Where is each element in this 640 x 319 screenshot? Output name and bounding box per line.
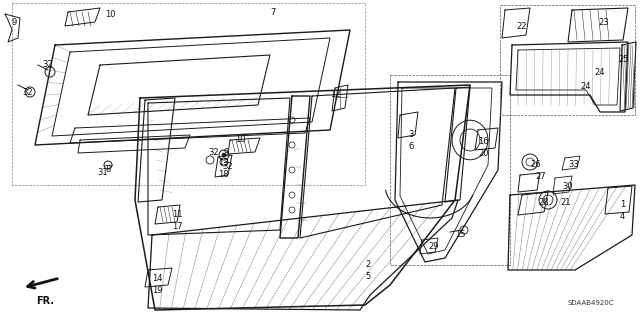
Text: 28: 28	[538, 198, 548, 207]
Text: 11: 11	[172, 210, 182, 219]
Text: 23: 23	[598, 18, 609, 27]
Text: 5: 5	[365, 272, 371, 281]
Text: 33: 33	[568, 160, 579, 169]
Text: 22: 22	[516, 22, 527, 31]
Text: 32: 32	[222, 162, 232, 171]
Text: 2: 2	[365, 260, 371, 269]
Text: 30: 30	[562, 182, 573, 191]
Text: 18: 18	[218, 170, 228, 179]
Text: SDAAB4920C: SDAAB4920C	[568, 300, 614, 306]
Circle shape	[222, 153, 226, 157]
Text: 25: 25	[618, 55, 628, 64]
Text: 16: 16	[478, 137, 488, 146]
Text: 13: 13	[218, 158, 228, 167]
Text: 8: 8	[105, 165, 110, 174]
Text: 15: 15	[455, 230, 465, 239]
Text: 10: 10	[105, 10, 115, 19]
Text: 26: 26	[530, 160, 541, 169]
Text: 1: 1	[620, 200, 625, 209]
Text: 29: 29	[428, 242, 438, 251]
Text: 9: 9	[223, 148, 228, 157]
Text: 31: 31	[97, 168, 108, 177]
Text: 12: 12	[330, 90, 340, 99]
Text: 24: 24	[594, 68, 605, 77]
Text: 32: 32	[42, 60, 52, 69]
Text: 14: 14	[152, 274, 163, 283]
Text: 32: 32	[208, 148, 219, 157]
Text: FR.: FR.	[36, 296, 54, 306]
Text: 10: 10	[235, 135, 246, 144]
Text: 9: 9	[12, 18, 17, 27]
Text: 7: 7	[270, 8, 275, 17]
Text: 19: 19	[152, 286, 163, 295]
Text: 24: 24	[580, 82, 591, 91]
Text: 32: 32	[22, 88, 33, 97]
Text: 27: 27	[535, 172, 546, 181]
Text: 21: 21	[560, 198, 570, 207]
Text: 20: 20	[478, 149, 488, 158]
Text: 4: 4	[620, 212, 625, 221]
Text: 3: 3	[408, 130, 413, 139]
Text: 6: 6	[408, 142, 413, 151]
Text: 17: 17	[172, 222, 182, 231]
